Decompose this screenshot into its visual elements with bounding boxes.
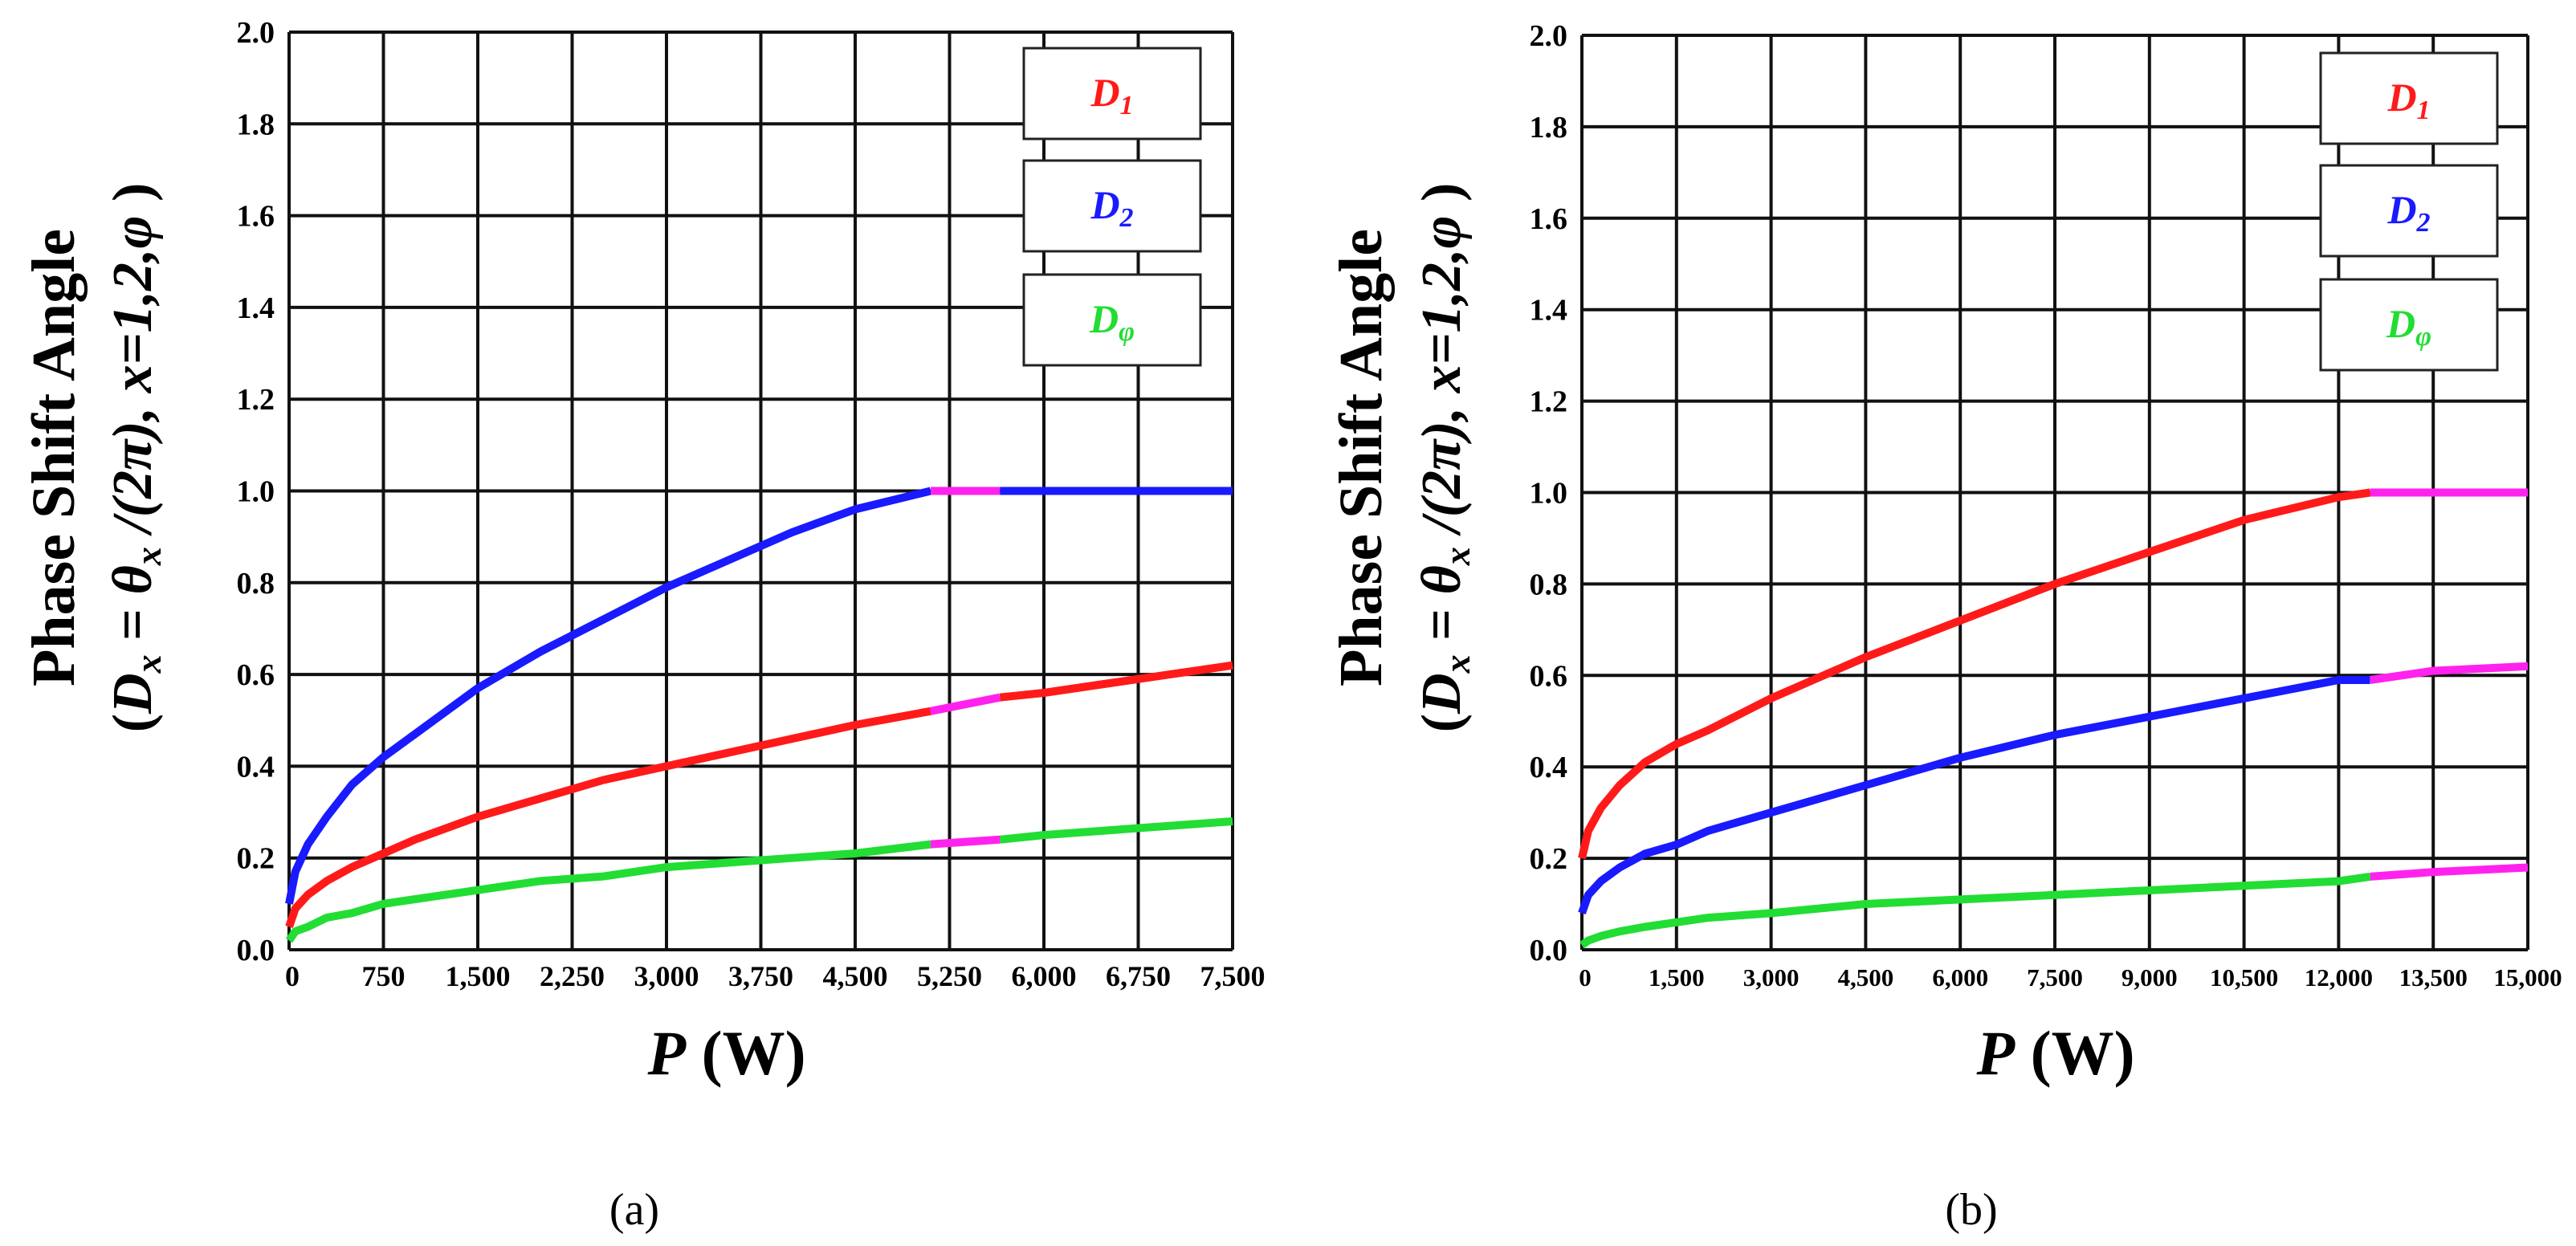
chart-a-x-tick-label: 5,250 [917, 960, 982, 992]
chart-a-x-tick-label: 7,500 [1200, 960, 1266, 992]
chart-b-x-axis-label: P (W) [1975, 1018, 2134, 1088]
chart-a-y-tick-label: 2.0 [237, 16, 275, 50]
chart-b-y-tick-label: 0.2 [1530, 842, 1568, 876]
chart-b-y-axis-label-line1: Phase Shift Angle [1327, 229, 1395, 686]
chart-b-x-tick-label: 6,000 [1932, 963, 1988, 992]
chart-a-series-Dphi-transition [930, 835, 1001, 849]
chart-a-y-tick-label: 1.8 [237, 108, 275, 141]
chart-b-x-tick-label: 9,000 [2122, 963, 2178, 992]
chart-b-y-tick-label: 1.8 [1530, 111, 1568, 145]
chart-b-y-tick-label: 1.6 [1530, 202, 1568, 236]
chart-a-x-tick-label: 4,500 [823, 960, 888, 992]
chart-a-x-tick-label: 6,000 [1012, 960, 1077, 992]
chart-a-y-tick-label: 0.2 [237, 842, 275, 876]
chart-a-x-tick-label: 1,500 [446, 960, 511, 992]
chart-a-y-tick-label: 0.4 [237, 750, 275, 784]
chart-b-legend-Dphi: Dφ [2319, 278, 2499, 372]
chart-b-legend-box [2319, 278, 2499, 372]
chart-a-legend-Dphi: Dφ [1022, 273, 1202, 367]
chart-b-y-axis-label-line2: (Dx = θx /(2π), x=1,2,φ ) [1411, 183, 1478, 733]
chart-a-y-tick-label: 0.0 [237, 934, 275, 967]
chart-a-series-D1-line [285, 706, 931, 929]
chart-b-y-tick-label: 0.4 [1530, 751, 1568, 784]
chart-a-series-Dphi-line [285, 840, 931, 943]
chart-b-legend-box [2319, 51, 2499, 145]
panel-label-a: (a) [609, 1185, 659, 1235]
chart-a-x-axis-label: P (W) [646, 1018, 805, 1088]
chart-a-series-D1-transition [930, 693, 1001, 715]
chart-a: 0.0 0.2 0.4 0.6 0.8 1.0 1.2 1.4 1.6 1.8 2.0 0 750 1,5… [20, 16, 1266, 1088]
chart-b-x-tick-label: 4,500 [1838, 963, 1894, 992]
chart-a-y-axis-label-line2: (Dx = θx /(2π), x=1,2,φ ) [102, 183, 169, 733]
chart-b-legend-label: D2 [2386, 187, 2430, 238]
chart-a-y-tick-label: 1.6 [237, 200, 275, 234]
chart-a-y-tick-label: 1.0 [237, 475, 275, 509]
chart-b-x-tick-label: 12,000 [2305, 963, 2373, 992]
chart-a-y-tick-label: 0.6 [237, 658, 275, 692]
chart-a-series-D1-line-tail [999, 661, 1233, 702]
chart-b-x-tick-label: 7,500 [2027, 963, 2083, 992]
chart-b-x-tick-label: 1,500 [1649, 963, 1705, 992]
chart-b-x-tick-label: 10,500 [2210, 963, 2278, 992]
chart-a-y-tick-label: 1.4 [237, 291, 275, 325]
chart-b-series-Dphi-transition [2370, 863, 2529, 881]
chart-a-series-Dphi-line-tail [999, 817, 1233, 844]
chart-b-y-tick-label: 2.0 [1530, 19, 1568, 53]
chart-a-x-tick-label: 0 [285, 960, 300, 992]
chart-a-legend-label: D1 [1090, 70, 1133, 120]
chart-b-x-tick-label: 13,500 [2399, 963, 2468, 992]
chart-b-y-tick-label: 1.0 [1530, 477, 1568, 511]
chart-a-legend-box [1022, 273, 1202, 367]
chart-a-y-axis-label-line1: Phase Shift Angle [20, 229, 88, 686]
chart-a-x-tick-label: 6,750 [1106, 960, 1171, 992]
chart-a-legend-label: D2 [1090, 182, 1133, 233]
chart-b-series-D2-transition [2369, 662, 2529, 684]
chart-b-y-tick-label: 1.4 [1530, 294, 1568, 328]
chart-b-y-tick-label: 0.0 [1530, 934, 1568, 967]
chart-a-legend-D1: D1 [1022, 47, 1202, 140]
chart-a-x-tick-label: 3,000 [634, 960, 699, 992]
chart-b: 0.0 0.2 0.4 0.6 0.8 1.0 1.2 1.4 1.6 1.8 2.0 0 1,500 3… [1327, 19, 2562, 1088]
chart-b-y-tick-label: 1.2 [1530, 385, 1568, 419]
chart-a-x-tick-label: 750 [362, 960, 406, 992]
chart-b-legend-D2: D2 [2319, 164, 2499, 258]
chart-a-y-tick-label: 1.2 [237, 383, 275, 417]
chart-a-series-D2-line [285, 487, 932, 905]
chart-b-y-tick-label: 0.8 [1530, 568, 1568, 601]
chart-b-series-D2-line [1578, 676, 2370, 915]
chart-b-legend-D1: D1 [2319, 51, 2499, 145]
chart-a-legend-box [1022, 47, 1202, 140]
panel-label-b: (b) [1945, 1185, 1997, 1235]
chart-b-legend-label: Dφ [2386, 301, 2431, 352]
chart-b-series-D1-line [1578, 488, 2371, 860]
chart-b-x-tick-label: 15,000 [2493, 963, 2562, 992]
chart-a-legend-D2: D2 [1022, 159, 1202, 253]
chart-a-x-tick-label: 2,250 [540, 960, 605, 992]
chart-b-legend-label: D1 [2386, 75, 2430, 125]
chart-a-legend-label: Dφ [1089, 296, 1135, 347]
chart-b-x-tick-label: 0 [1579, 963, 1592, 992]
chart-a-y-tick-label: 0.8 [237, 567, 275, 601]
chart-a-legend-box [1022, 159, 1202, 253]
chart-a-x-tick-label: 3,750 [728, 960, 793, 992]
chart-b-legend-box [2319, 164, 2499, 258]
chart-b-y-tick-label: 0.6 [1530, 659, 1568, 693]
chart-b-x-tick-label: 3,000 [1743, 963, 1800, 992]
chart-b-series-Dphi-line [1579, 872, 2371, 949]
